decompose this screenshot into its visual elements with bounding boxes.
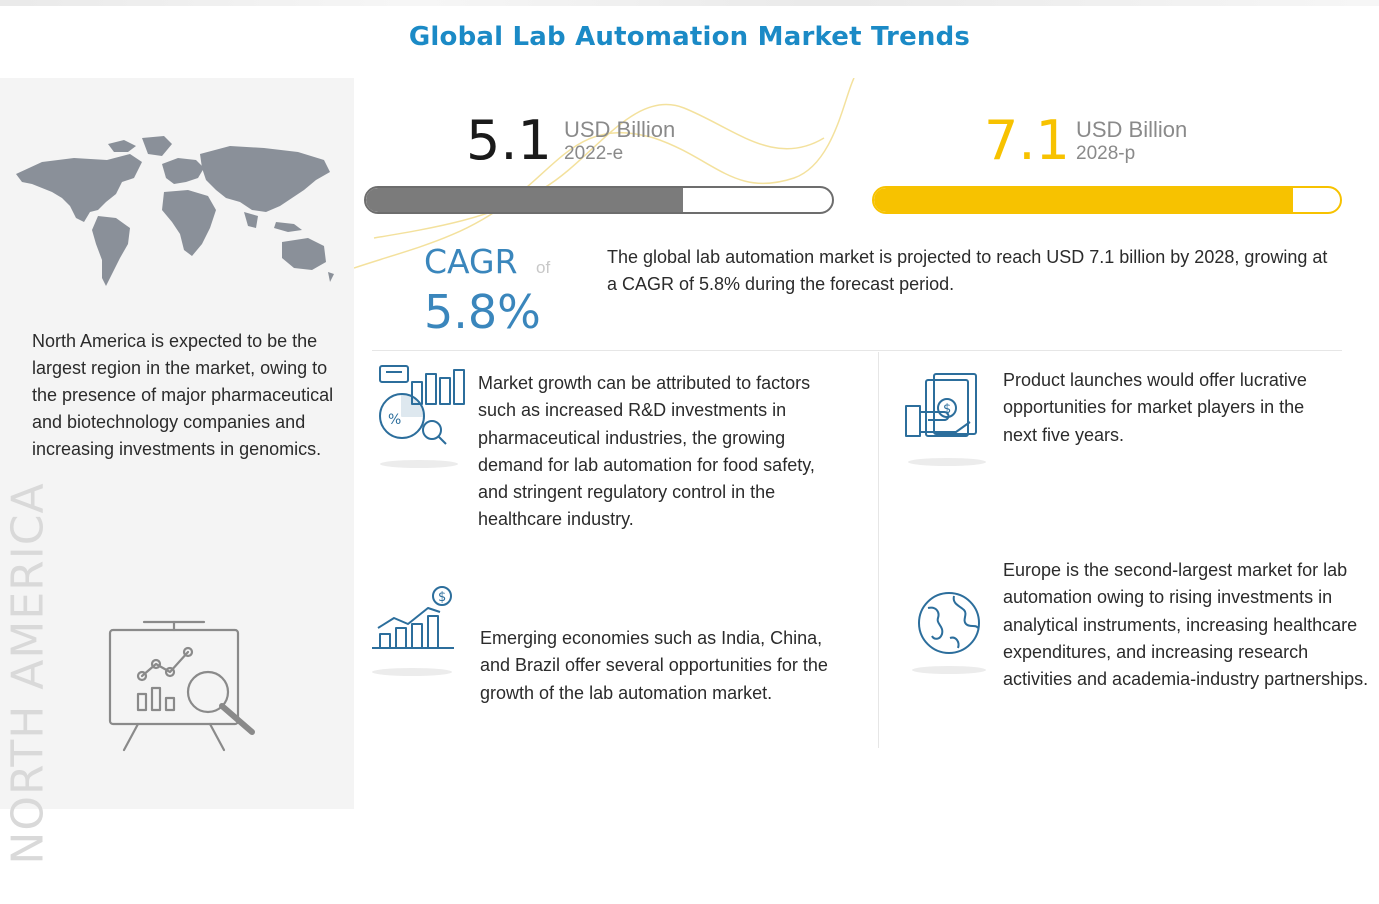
cagr-label: CAGR [424, 242, 518, 281]
metric-2028-unit: USD Billion [1076, 117, 1188, 142]
page-title: Global Lab Automation Market Trends [408, 22, 971, 52]
metric-2028-value: 7.1 [984, 109, 1070, 172]
region-label: NORTH AMERICA [2, 482, 54, 865]
divider-vertical [878, 352, 879, 748]
icon-shadow [372, 668, 452, 676]
point-europe-market: Europe is the second-largest market for … [1003, 560, 1369, 690]
icon-shadow [380, 460, 458, 468]
metric-2022-unit: USD Billion [564, 117, 676, 142]
svg-text:$: $ [438, 590, 446, 605]
cagr-of: of [536, 258, 551, 277]
market-summary: The global lab automation market is proj… [607, 247, 1328, 294]
decorative-curves [354, 78, 855, 269]
presentation-analytics-icon [108, 620, 255, 752]
metric-2028-bar [872, 186, 1342, 214]
region-description: North America is expected to be the larg… [32, 331, 334, 459]
metric-2022-bar-fill [366, 188, 683, 212]
svg-text:$: $ [943, 402, 951, 417]
point-emerging-economies: Emerging economies such as India, China,… [480, 628, 828, 703]
point-growth-factors: Market growth can be attributed to facto… [478, 373, 815, 530]
world-map-icon [16, 136, 334, 286]
metric-2022-value: 5.1 [466, 109, 552, 172]
analytics-chart-icon: % [379, 365, 465, 445]
icon-shadow [912, 666, 986, 674]
globe-icon [918, 592, 980, 654]
cagr-value: 5.8% [424, 285, 541, 339]
point-product-launches: Product launches would offer lucrative o… [1003, 370, 1307, 445]
metric-2028-year: 2028-p [1076, 143, 1136, 164]
svg-text:%: % [388, 412, 401, 428]
growth-bars-dollar-icon: $ [372, 586, 454, 649]
top-strip [0, 0, 1379, 6]
metric-2022-bar [364, 186, 834, 214]
metric-2022-year: 2022-e [564, 143, 624, 164]
metric-2028-bar-fill [874, 188, 1294, 212]
divider-horizontal [372, 350, 1342, 351]
icon-shadow [908, 458, 986, 466]
money-hand-icon: $ [905, 373, 977, 437]
